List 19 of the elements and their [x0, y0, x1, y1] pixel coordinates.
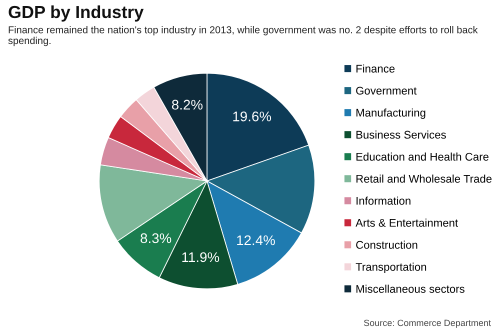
legend-label: Business Services: [356, 130, 446, 139]
chart-subtitle: Finance remained the nation's top industry in 2013, while government was no. 2 despite efforts to roll back spending.: [8, 26, 478, 46]
data-label: 8.2%: [172, 100, 203, 110]
legend-label: Government: [356, 86, 417, 95]
legend-label: Transportation: [356, 262, 426, 274]
legend-label: Construction: [356, 240, 418, 249]
legend-label: Miscellaneous sectors: [356, 284, 464, 293]
data-label: 8.3%: [140, 233, 172, 244]
legend-label: Arts & Entertainment: [356, 218, 458, 227]
legend-label: Retail and Wholesale Trade: [356, 174, 492, 183]
legend-label: Manufacturing: [356, 108, 426, 119]
source-note: Source: Commerce Department: [364, 320, 491, 328]
legend-label: Information: [356, 196, 410, 205]
chart-title: GDP by Industry: [8, 5, 144, 22]
data-label: 11.9%: [182, 252, 220, 262]
data-label: 19.6%: [233, 112, 272, 122]
legend-label: Finance: [356, 64, 395, 73]
legend-label: Education and Health Care: [356, 152, 488, 161]
data-label: 12.4%: [237, 235, 275, 246]
